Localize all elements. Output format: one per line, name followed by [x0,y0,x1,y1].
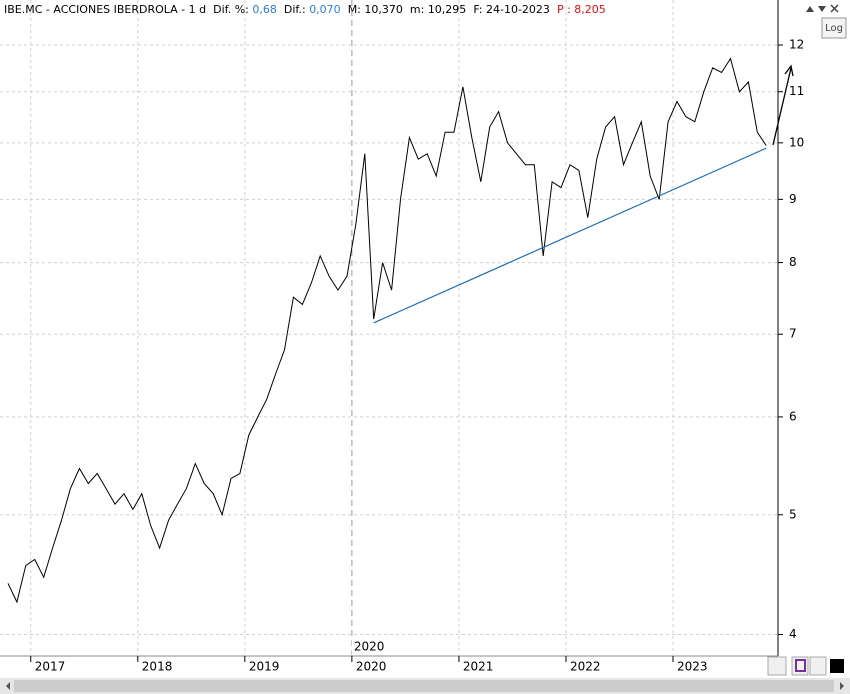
value: 0,68 [252,3,277,16]
symbol: IBE.MC - ACCIONES IBERDROLA - 1 d [4,3,207,16]
y-tick-label: 9 [789,192,797,206]
plot-area: 4 5 6 7 8 9 10 11 12 2017 2018 2019 2020 2020 2021 2022… [0,0,804,674]
x-tick-label: 2022 [570,660,601,674]
price-line [7,57,767,604]
label: m: [409,3,425,16]
price: P : 8,205 [556,3,606,16]
trendline [373,147,767,324]
x-tick-label: 2023 [677,660,708,674]
value: 24-10-2023 [486,3,550,16]
label: Dif. %: [213,3,249,16]
y-tick-label: 11 [789,84,804,98]
x-tick-label: 2017 [35,660,66,674]
y-tick-label: 7 [789,327,797,341]
y-tick-label: 12 [789,38,804,52]
log-button[interactable] [821,17,847,39]
value: 10,295 [427,3,467,16]
label: Dif.: [283,3,306,16]
value: 10,370 [364,3,403,16]
label: M: [347,3,361,16]
scroll-left[interactable] [6,682,10,690]
scroll-right[interactable] [840,682,844,690]
scrollbar-thumb[interactable] [14,680,834,692]
close-button[interactable] [830,4,839,13]
value: 0,070 [309,3,341,16]
marker-label: 2020 [354,640,385,654]
down-button[interactable] [818,6,826,12]
y-tick-label: 4 [789,627,797,641]
up-button[interactable] [806,6,814,12]
color-button[interactable] [830,659,844,673]
arrow [772,64,794,146]
x-tick-label: 2018 [142,660,173,674]
zoom-button[interactable] [767,656,787,676]
log-label: Log [825,23,843,34]
save-icon [795,659,806,672]
x-tick-label: 2020 [356,660,387,674]
y-tick-label: 6 [789,409,797,423]
header: IBE.MC - ACCIONES IBERDROLA - 1 d Dif. %… [4,3,606,16]
y-tick-label: 5 [789,507,797,521]
x-tick-label: 2021 [463,660,494,674]
x-tick-label: 2019 [249,660,280,674]
marker-box [351,638,382,655]
y-tick-label: 8 [789,255,797,269]
pin-button[interactable] [809,656,827,676]
label: F: [473,3,483,16]
y-tick-label: 10 [789,135,804,149]
